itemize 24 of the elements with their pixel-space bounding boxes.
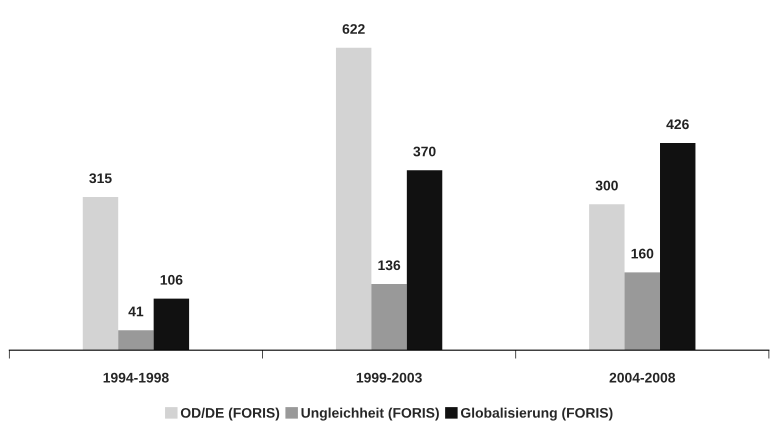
legend-label: Ungleichheit (FORIS) — [302, 408, 439, 421]
bar — [336, 48, 372, 350]
data-label: 315 — [89, 173, 112, 184]
data-label: 622 — [342, 24, 365, 34]
bar — [660, 143, 696, 350]
bar — [589, 204, 625, 350]
legend-label: Globalisierung (FORIS) — [460, 408, 612, 421]
data-label: 370 — [413, 146, 436, 156]
bar — [82, 197, 118, 350]
x-tick-label: 2004-2008 — [610, 372, 676, 383]
x-tick-label: 1994-1998 — [104, 372, 169, 383]
data-label: 136 — [378, 260, 400, 270]
bar — [154, 298, 190, 350]
data-label: 300 — [596, 180, 618, 190]
bar — [624, 272, 660, 350]
legend-label: OD/DE (FORIS) — [180, 408, 280, 421]
bar — [406, 170, 442, 350]
data-label: 426 — [666, 119, 689, 130]
x-tick-label: 1999-2003 — [356, 372, 422, 383]
data-label: 160 — [632, 248, 654, 259]
bar — [371, 284, 407, 350]
bar — [118, 330, 154, 350]
data-label: 106 — [160, 274, 182, 285]
data-label: 41 — [128, 306, 144, 316]
